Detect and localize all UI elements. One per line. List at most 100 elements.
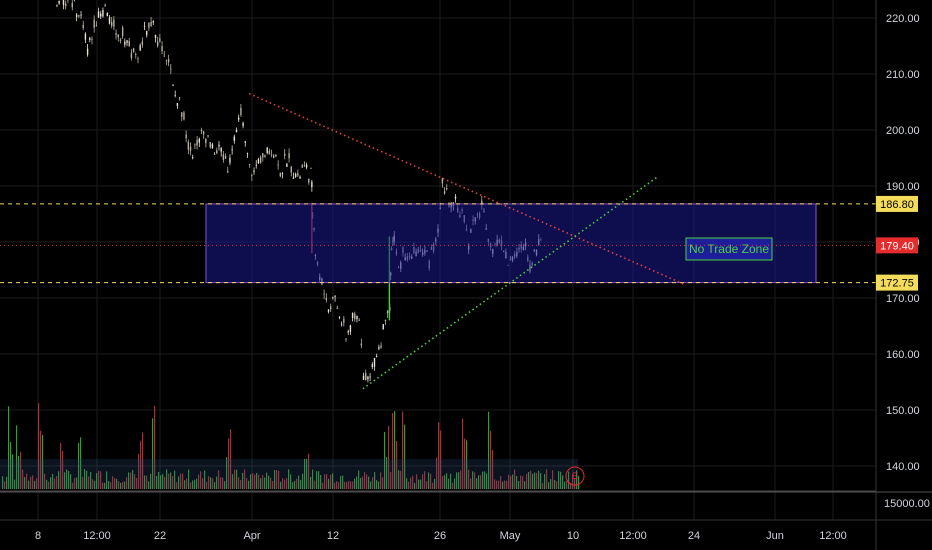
candle-body <box>308 178 310 183</box>
volume-bar <box>418 479 420 489</box>
volume-bar <box>386 457 388 489</box>
volume-bar <box>546 469 548 489</box>
volume-bar <box>452 482 454 489</box>
time-tick-label: 12:00 <box>819 530 847 542</box>
time-axis[interactable]: 8 12:00 22 Apr 12 26 May 10 12:00 24 Jun 12:00 <box>35 530 847 542</box>
volume-bar <box>302 473 304 489</box>
volume-bar <box>142 432 144 489</box>
volume-bar <box>182 473 184 489</box>
volume-bar <box>88 476 90 489</box>
candle-body <box>338 316 341 318</box>
volume-bar <box>524 481 526 489</box>
candle-body <box>89 38 91 40</box>
volume-bar <box>476 478 478 489</box>
volume-bar <box>64 472 66 489</box>
volume-bar <box>400 470 402 489</box>
volume-bar <box>414 482 416 489</box>
volume-bar <box>474 472 476 489</box>
volume-bar <box>84 469 86 489</box>
volume-bar <box>254 474 256 489</box>
volume-bar <box>488 411 490 489</box>
volume-bar <box>226 457 228 489</box>
volume-bar <box>404 424 406 489</box>
candle-body <box>194 144 196 146</box>
volume-bar <box>574 478 576 489</box>
volume-bar <box>498 480 500 489</box>
volume-bar <box>112 476 114 489</box>
volume-bar <box>318 471 320 489</box>
volume-bar <box>286 478 288 489</box>
volume-bar <box>208 476 210 489</box>
volume-bar <box>150 473 152 489</box>
volume-bar <box>6 476 8 489</box>
volume-bar <box>146 475 148 489</box>
earnings-circle-icon[interactable] <box>565 466 585 486</box>
volume-bar <box>402 411 404 489</box>
candle-body <box>224 155 227 159</box>
volume-bar <box>290 474 292 489</box>
volume-bar <box>26 473 28 489</box>
earnings-marker[interactable]: E <box>565 466 585 486</box>
volume-bar <box>438 422 440 489</box>
volume-bar <box>460 470 462 489</box>
volume-bar <box>160 475 162 489</box>
price-badge <box>876 237 918 254</box>
volume-bar <box>18 455 20 489</box>
volume-bar <box>430 473 432 489</box>
volume-bar <box>46 479 48 489</box>
volume-bar <box>508 474 510 489</box>
candle-body <box>128 41 130 47</box>
volume-bar <box>194 479 196 489</box>
volume-bar <box>190 482 192 489</box>
volume-bar <box>440 430 442 489</box>
volume-bar <box>500 476 502 489</box>
candle-body <box>115 33 117 35</box>
volume-bar <box>464 438 466 489</box>
volume-bar <box>514 469 516 489</box>
price-badges: 186.80 179.40 172.75 <box>876 195 918 291</box>
volume-bar <box>2 476 4 489</box>
volume-bars <box>0 403 876 492</box>
volume-bar <box>334 482 336 489</box>
volume-bar <box>550 479 552 489</box>
volume-bar <box>296 478 298 489</box>
candle-body <box>211 144 214 149</box>
volume-bar <box>108 480 110 489</box>
volume-bar <box>246 478 248 489</box>
volume-bar <box>390 471 392 489</box>
candle-body <box>233 136 236 141</box>
candle-body <box>200 129 203 132</box>
volume-bar <box>346 481 348 489</box>
volume-bar <box>480 475 482 489</box>
candle-body <box>310 168 312 169</box>
candle-body <box>279 172 282 177</box>
volume-bar <box>124 481 126 489</box>
volume-bar <box>36 478 38 489</box>
volume-bar <box>304 458 306 489</box>
trendline-descending[interactable] <box>248 92 687 286</box>
candle-body <box>220 148 222 152</box>
volume-bar <box>562 475 564 489</box>
volume-bar <box>336 481 338 489</box>
candle-body <box>108 17 111 24</box>
time-tick-label: 8 <box>35 530 41 542</box>
volume-bar <box>258 474 260 489</box>
trendlines[interactable] <box>248 92 687 390</box>
volume-bar <box>222 477 224 489</box>
volume-bar <box>326 474 328 489</box>
candle-body <box>294 173 297 177</box>
volume-bar <box>542 482 544 489</box>
candle-body <box>231 149 233 151</box>
volume-bar <box>188 469 190 489</box>
candle-body <box>268 150 271 155</box>
price-tick-label: 200.00 <box>886 125 920 137</box>
volume-bar <box>410 477 412 489</box>
volume-bar <box>446 473 448 489</box>
candle-body <box>351 313 354 318</box>
volume-bar <box>442 476 444 489</box>
volume-bar <box>170 472 172 489</box>
candle-body <box>117 34 119 38</box>
volume-bar <box>8 406 10 489</box>
no-trade-zone[interactable]: No Trade Zone <box>205 203 817 284</box>
